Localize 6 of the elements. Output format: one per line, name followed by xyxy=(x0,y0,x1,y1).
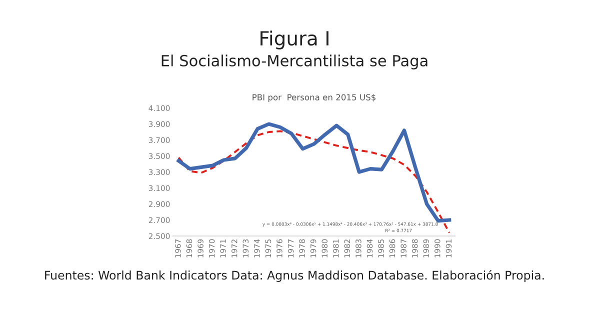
source-note: Fuentes: World Bank Indicators Data: Agnus Maddison Database. Elaboración Propia. xyxy=(45,270,544,282)
line-series xyxy=(176,122,452,223)
chart-title: Figura I xyxy=(260,30,328,50)
chart-subtitle: El Socialismo-Mercantilista se Paga xyxy=(162,54,428,70)
text: PBI por Persona en 2015 US$ xyxy=(252,94,376,102)
line-series xyxy=(178,130,450,234)
